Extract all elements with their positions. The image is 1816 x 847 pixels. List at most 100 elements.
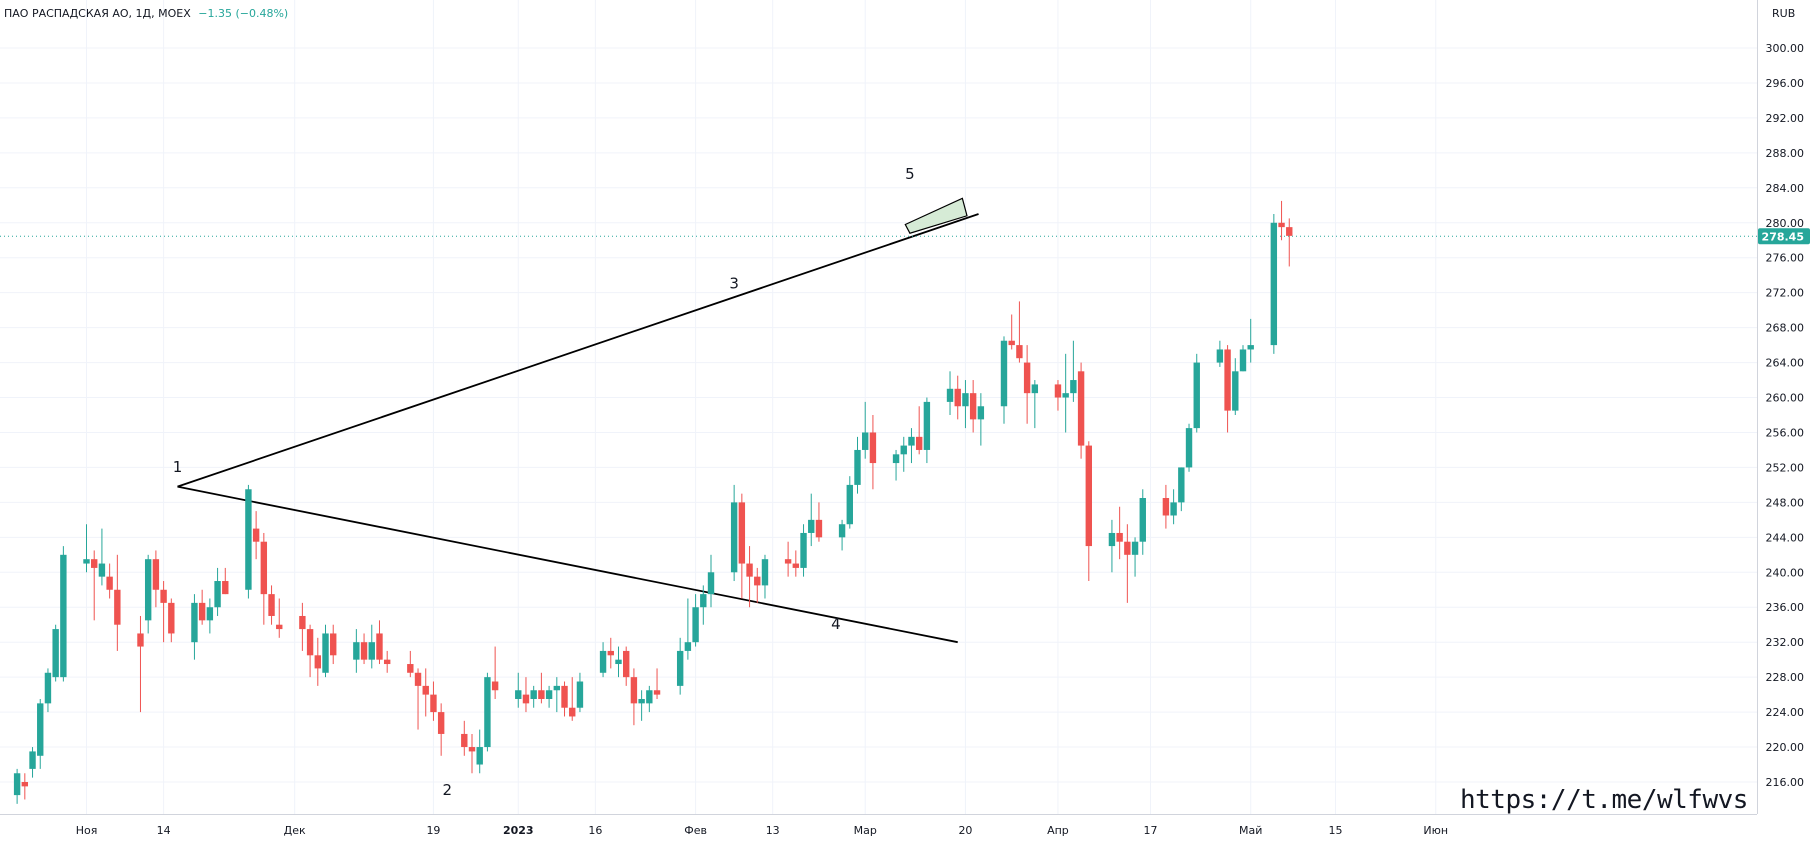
candle-body [198,602,206,621]
candle-body [252,528,260,542]
candle-body [276,624,283,630]
candle-body [21,782,29,787]
candle-body [1085,445,1092,547]
candle-body [60,554,67,678]
candle-body [260,541,268,595]
candle-body [91,559,98,568]
price-tick-label: 300.00 [1766,42,1805,55]
price-tick-label: 296.00 [1766,77,1805,90]
candle-body [738,502,746,564]
last-price-tag [1758,228,1810,245]
price-tick-label: 240.00 [1766,566,1805,579]
candle-body [607,650,614,656]
candle-body [1000,340,1008,407]
price-tick-label: 244.00 [1766,531,1805,544]
candle-body [1054,384,1062,398]
candle-body [245,489,252,590]
wave-label: 4 [831,615,841,633]
trendline [177,485,958,644]
candle-body [977,406,985,420]
candle-body [83,559,90,564]
price-tick-label: 260.00 [1766,392,1805,405]
candle-body [13,773,21,796]
candle-body [29,751,36,769]
time-axis[interactable]: Ноя 14 Дек 19 2023 16 Фев 13 Мар 20 Апр 17 Май 15 Июн [76,824,1448,837]
price-tick-label: 224.00 [1766,706,1805,719]
currency-label: RUB [1772,7,1796,20]
price-tick-label: 284.00 [1766,182,1805,195]
candle-body [1077,371,1085,446]
candle-body [322,633,329,673]
candle-body [1270,222,1278,346]
candle-body [137,633,144,647]
candle-body [106,576,113,590]
chart-grid [0,0,1758,815]
price-tick-label: 216.00 [1766,776,1805,789]
candle-body [923,401,931,450]
candle-body [815,519,823,538]
candle-body [638,698,645,704]
wave-label: 2 [443,781,453,799]
price-tick-label: 264.00 [1766,357,1805,370]
candle-body [969,393,977,420]
candle-body [491,681,499,691]
candle-body [623,650,630,678]
candle-body [538,690,545,699]
candle-body [1023,362,1031,394]
candle-body [484,677,491,748]
annotation-layer: 278.45 1 2 3 4 5 [0,165,1810,799]
candle-body [1216,349,1224,363]
candle-body [630,677,638,704]
candle-body [414,672,422,686]
price-axis[interactable]: 216.00 220.00 224.00 228.00 232.00 236.00 240.… [1766,42,1805,789]
price-tick-label: 220.00 [1766,741,1805,754]
candle-body [476,747,483,765]
price-tick-label: 228.00 [1766,671,1805,684]
candle-body [653,690,661,695]
candle-body [792,563,800,568]
candle-body [1016,345,1023,359]
candle-body [761,559,769,586]
time-tick-label: 15 [1329,824,1343,837]
candle-body [52,629,59,678]
candle-body [98,563,106,577]
trendline-layer [177,197,979,644]
time-tick-label: 20 [958,824,972,837]
candle-body [1278,222,1285,228]
candle-body [522,694,530,704]
candle-body [1224,349,1231,411]
candle-body [114,589,121,625]
candle-body [908,436,915,446]
candle-body [1031,384,1039,394]
candle-body [1139,498,1146,542]
candle-body [707,572,715,595]
candle-body [268,594,275,616]
candle-body [646,690,653,704]
candle-body [306,629,314,656]
price-tick-label: 252.00 [1766,461,1805,474]
time-tick-label: Фев [684,824,707,837]
price-change: −1.35 (−0.48%) [198,7,289,20]
candle-body [368,642,375,660]
candle-body [561,685,568,708]
candle-body [144,559,152,621]
candle-body [684,642,692,651]
candle-body [553,685,561,691]
candle-body [206,607,214,621]
candle-body [754,576,761,586]
price-tick-label: 272.00 [1766,287,1805,300]
candle-body [676,650,684,686]
wave-label: 5 [905,165,915,183]
candle-body [1162,498,1170,516]
candle-body [222,581,229,595]
candle-body [191,602,198,643]
price-tick-label: 248.00 [1766,496,1805,509]
wave-label: 1 [173,458,183,476]
candle-body [407,664,414,673]
candle-body [44,672,52,704]
candle-body [746,563,753,577]
candle-body [168,602,175,634]
candle-body [530,690,537,699]
candle-body [314,655,321,669]
